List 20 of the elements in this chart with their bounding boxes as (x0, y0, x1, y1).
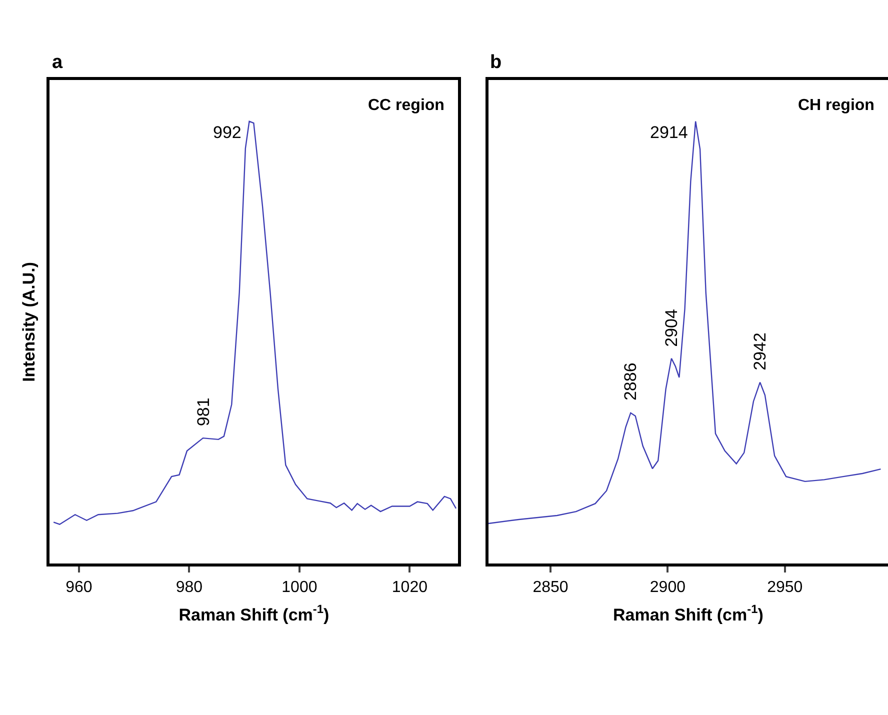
x-tick-label: 1020 (392, 578, 428, 596)
annotation: 981 (194, 398, 213, 426)
x-axis-title: Raman Shift (cm$^{-1}$) (178, 602, 330, 624)
x-axis-title: Raman Shift (cm$^{-1}$) (613, 602, 764, 624)
annotation: 2904 (662, 309, 681, 347)
text: CC region (368, 97, 444, 114)
annotation: 2914 (650, 123, 688, 142)
y-axis-title: Intensity (A.U.) (19, 262, 38, 382)
x-tick-label: 2850 (532, 578, 568, 596)
x-tick-label: 1000 (282, 578, 318, 596)
text: CH region (798, 97, 874, 114)
x-tick-label: 980 (176, 578, 203, 596)
annotation: 992 (213, 123, 242, 142)
x-tick-label: 2900 (650, 578, 686, 596)
x-tick-label: 2950 (767, 578, 803, 596)
annotation: 2942 (750, 332, 770, 370)
x-tick-label: 960 (66, 578, 92, 596)
chart-title: a (52, 52, 63, 73)
chart-title: b (490, 52, 502, 73)
annotation: 2886 (620, 362, 640, 401)
